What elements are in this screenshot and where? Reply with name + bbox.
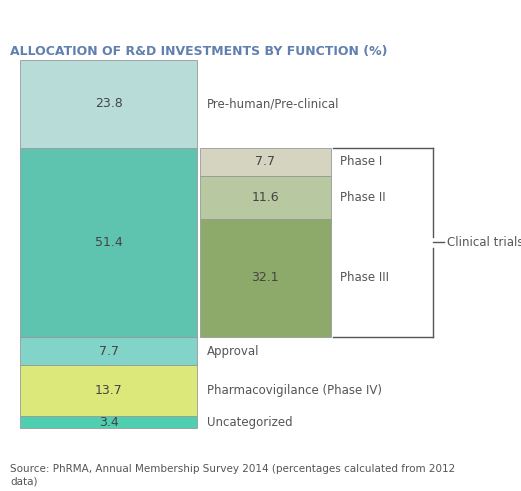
Text: 7.7: 7.7 (98, 345, 119, 358)
Text: Uncategorized: Uncategorized (207, 416, 292, 429)
Bar (20, 60, 197, 148)
Bar (200, 219, 331, 337)
Text: 7.7: 7.7 (255, 156, 275, 168)
Text: Approval: Approval (207, 345, 259, 358)
Text: Phase II: Phase II (340, 191, 386, 204)
Bar (20, 365, 197, 416)
Bar (200, 148, 331, 176)
Text: 11.6: 11.6 (251, 191, 279, 204)
Bar (20, 148, 197, 337)
Text: 13.7: 13.7 (95, 384, 122, 397)
Text: Phase III: Phase III (340, 272, 389, 284)
Text: 32.1: 32.1 (251, 272, 279, 284)
Text: Phase I: Phase I (340, 156, 382, 168)
Text: Source: PhRMA, Annual Membership Survey 2014 (percentages calculated from 2012
d: Source: PhRMA, Annual Membership Survey … (10, 464, 456, 486)
Bar (200, 176, 331, 219)
Text: 23.8: 23.8 (95, 98, 122, 110)
Text: Pharmacovigilance (Phase IV): Pharmacovigilance (Phase IV) (207, 384, 382, 397)
Text: 51.4: 51.4 (95, 236, 122, 249)
Text: ALLOCATION OF R&D INVESTMENTS BY FUNCTION (%): ALLOCATION OF R&D INVESTMENTS BY FUNCTIO… (10, 45, 388, 58)
Bar (20, 337, 197, 365)
Text: Pre-human/Pre-clinical: Pre-human/Pre-clinical (207, 98, 339, 110)
Bar (20, 416, 197, 428)
Text: Clinical trials: Clinical trials (448, 236, 521, 249)
Text: 3.4: 3.4 (98, 416, 118, 429)
